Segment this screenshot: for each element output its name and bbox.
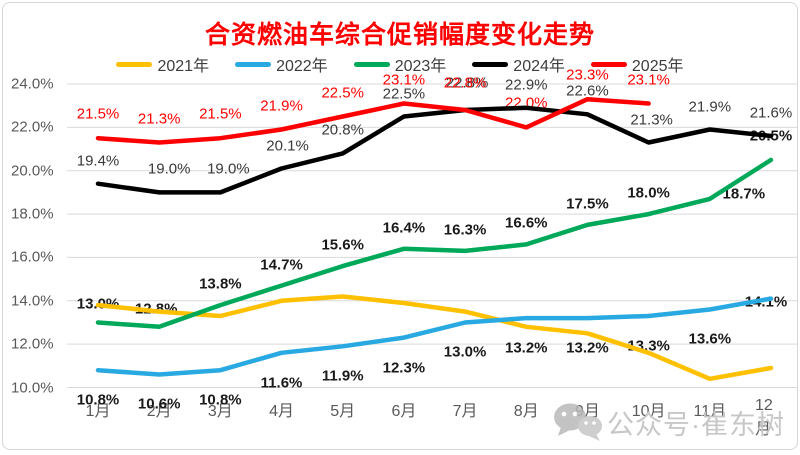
x-axis-tick: 7月 xyxy=(453,397,478,421)
legend-swatch xyxy=(235,62,271,67)
legend-item-2024: 2024年 xyxy=(472,52,565,76)
data-label: 17.5% xyxy=(566,195,609,212)
legend-item-2025: 2025年 xyxy=(591,52,684,76)
data-label: 11.6% xyxy=(261,374,303,391)
series-line-2021 xyxy=(98,297,771,379)
watermark: 公众号·崔东树 xyxy=(551,401,785,443)
data-label: 19.0% xyxy=(148,161,191,178)
x-axis-tick: 6月 xyxy=(391,397,416,421)
chart-card: 合资燃油车综合促销幅度变化走势 2021年 2022年 2023年 2024年 2025… xyxy=(2,2,798,450)
data-label: 22.0% xyxy=(505,95,548,112)
data-label: 13.8% xyxy=(199,276,242,293)
data-label: 16.3% xyxy=(444,221,487,238)
data-label: 13.3% xyxy=(627,337,670,354)
data-label: 21.3% xyxy=(630,111,673,128)
data-label: 14.1% xyxy=(745,293,788,310)
x-axis-tick: 5月 xyxy=(330,397,355,421)
data-label: 20.1% xyxy=(266,137,309,154)
x-axis-tick: 8月 xyxy=(514,397,539,421)
data-label: 21.5% xyxy=(199,106,242,123)
data-label: 19.4% xyxy=(77,152,120,169)
watermark-text: 公众号·崔东树 xyxy=(607,403,785,442)
series-line-2022 xyxy=(98,299,771,375)
data-label: 13.2% xyxy=(566,340,609,357)
y-axis-tick: 24.0% xyxy=(11,76,54,93)
legend-label: 2023年 xyxy=(395,52,447,76)
legend-swatch xyxy=(116,62,152,67)
data-label: 12.3% xyxy=(383,359,426,376)
data-label: 22.5% xyxy=(383,85,426,102)
data-label: 21.5% xyxy=(77,106,120,123)
data-label: 13.0% xyxy=(77,296,120,313)
data-label: 18.0% xyxy=(627,185,670,202)
legend-label: 2021年 xyxy=(157,52,209,76)
data-label: 22.8% xyxy=(444,75,487,92)
data-label: 13.2% xyxy=(505,340,548,357)
data-label: 18.7% xyxy=(723,185,766,202)
x-axis-tick: 3月 xyxy=(208,397,233,421)
data-label: 12.8% xyxy=(135,300,178,317)
legend-label: 2025年 xyxy=(632,52,684,76)
data-label: 13.6% xyxy=(689,331,732,348)
wechat-icon xyxy=(551,401,605,443)
data-label: 10.8% xyxy=(77,392,120,409)
data-label: 22.9% xyxy=(505,76,548,93)
data-label: 21.9% xyxy=(260,97,303,114)
data-label: 15.6% xyxy=(321,237,364,254)
y-axis-tick: 16.0% xyxy=(11,249,54,266)
data-label: 19.0% xyxy=(207,161,250,178)
y-axis-tick: 22.0% xyxy=(11,119,54,136)
legend-item-2021: 2021年 xyxy=(116,52,209,76)
data-label: 21.6% xyxy=(750,105,793,122)
y-axis-tick: 10.0% xyxy=(11,379,54,396)
y-axis-tick: 20.0% xyxy=(11,162,54,179)
series-line-2025 xyxy=(98,99,649,142)
data-label: 11.9% xyxy=(322,368,364,385)
data-label: 22.5% xyxy=(321,84,364,101)
legend-item-2023: 2023年 xyxy=(354,52,447,76)
y-axis-tick: 14.0% xyxy=(11,292,54,309)
data-label: 21.9% xyxy=(689,98,732,115)
legend-swatch xyxy=(354,62,390,67)
chart-legend: 2021年 2022年 2023年 2024年 2025年 xyxy=(3,52,797,76)
legend-swatch xyxy=(591,62,627,67)
x-axis-tick: 4月 xyxy=(269,397,294,421)
data-label: 22.8% xyxy=(446,75,489,92)
chart-title: 合资燃油车综合促销幅度变化走势 xyxy=(3,15,797,51)
data-label: 16.6% xyxy=(505,215,548,232)
data-label: 10.8% xyxy=(199,392,242,409)
series-line-2023 xyxy=(98,160,771,327)
legend-swatch xyxy=(472,62,508,67)
x-axis-tick: 2月 xyxy=(147,397,172,421)
data-label: 13.0% xyxy=(444,344,487,361)
data-label: 22.6% xyxy=(566,83,609,100)
series-line-2024 xyxy=(98,108,771,193)
data-label: 16.4% xyxy=(383,219,426,236)
y-axis-tick: 12.0% xyxy=(11,336,54,353)
legend-label: 2022年 xyxy=(276,52,328,76)
data-label: 14.7% xyxy=(260,256,303,273)
data-label: 10.6% xyxy=(138,396,181,413)
data-label: 20.8% xyxy=(321,122,364,139)
data-label: 20.5% xyxy=(750,127,793,144)
data-label: 21.3% xyxy=(138,110,181,127)
x-axis-tick: 1月 xyxy=(86,397,111,421)
legend-label: 2024年 xyxy=(513,52,565,76)
legend-item-2022: 2022年 xyxy=(235,52,328,76)
y-axis-tick: 18.0% xyxy=(11,206,54,223)
